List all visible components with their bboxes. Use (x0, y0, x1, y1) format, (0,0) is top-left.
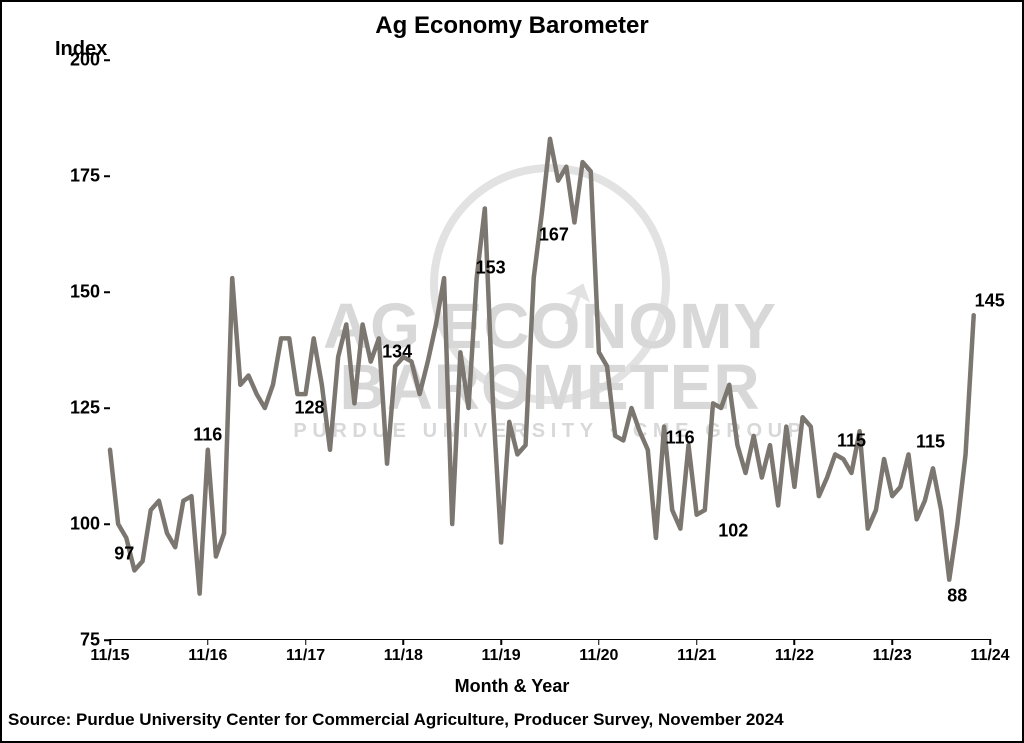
x-tick-mark (207, 639, 209, 645)
data-point-label: 167 (539, 225, 569, 246)
x-tick-mark (403, 639, 405, 645)
y-tick-mark (104, 291, 110, 293)
y-tick-mark (104, 59, 110, 61)
plot-area: ➚ AG ECONOMYBAROMETER PURDUE UNIVERSITY … (110, 60, 990, 640)
y-tick-mark (104, 523, 110, 525)
x-tick-mark (500, 639, 502, 645)
x-tick-mark (109, 639, 111, 645)
source-caption: Source: Purdue University Center for Com… (8, 710, 784, 730)
data-point-label: 97 (114, 543, 134, 564)
x-tick-mark (598, 639, 600, 645)
x-tick-mark (696, 639, 698, 645)
x-tick-mark (891, 639, 893, 645)
data-point-label: 102 (718, 520, 748, 541)
data-point-label: 116 (666, 427, 695, 448)
x-axis-title: Month & Year (0, 676, 1024, 697)
data-point-label: 115 (916, 432, 945, 453)
data-point-label: 115 (837, 431, 866, 452)
data-point-label: 128 (295, 398, 325, 419)
data-point-label: 116 (193, 424, 222, 445)
x-tick-mark (794, 639, 796, 645)
x-tick-mark (305, 639, 307, 645)
chart-title: Ag Economy Barometer (0, 12, 1024, 40)
data-point-label: 88 (947, 585, 967, 606)
data-point-label: 153 (476, 258, 506, 279)
y-tick-mark (104, 407, 110, 409)
y-tick-mark (104, 175, 110, 177)
line-series (110, 60, 990, 640)
data-point-label: 145 (975, 291, 1005, 312)
x-tick-mark (989, 639, 991, 645)
data-point-label: 134 (382, 342, 412, 363)
